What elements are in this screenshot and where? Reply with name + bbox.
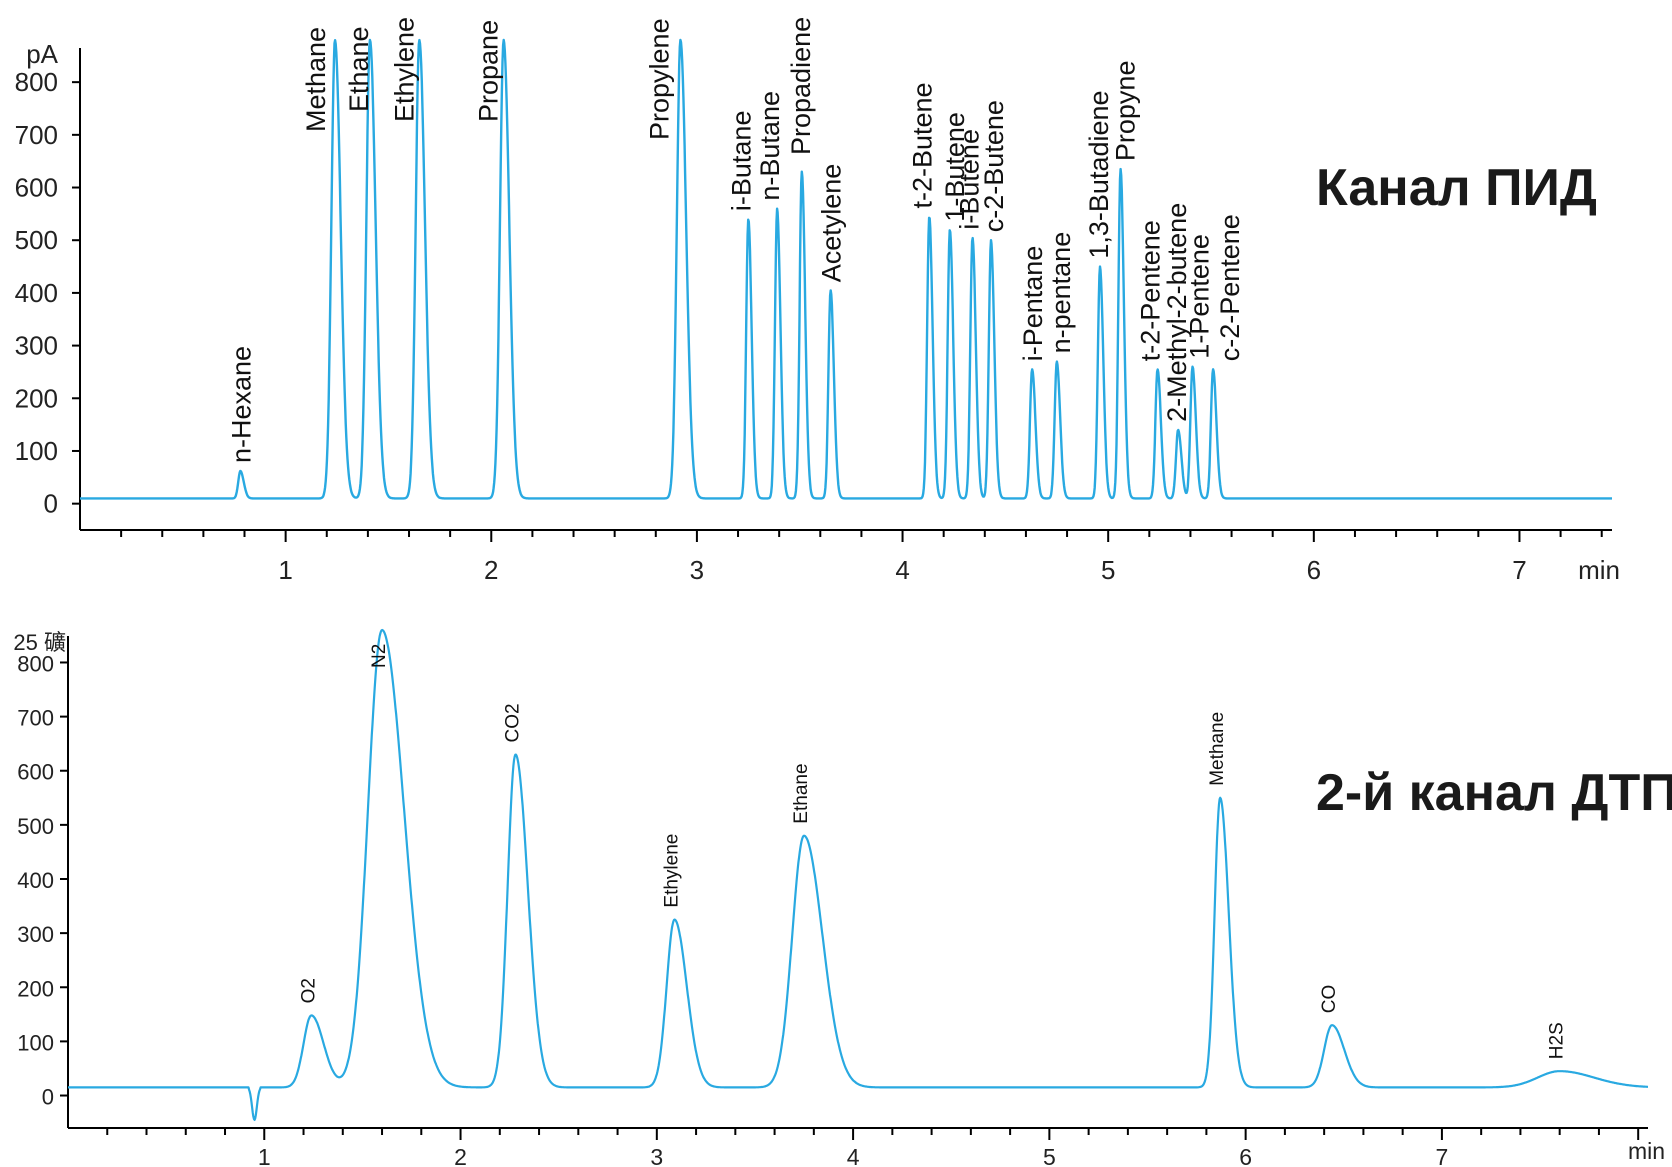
tcd-peak-labels: O2 N2 CO2 Ethylene Ethane Methane CO H2S — [298, 644, 1567, 1059]
tcd-peak-label: H2S — [1547, 1022, 1568, 1059]
fid-y-tick-label: 0 — [44, 489, 58, 519]
fid-peak-label: Propylene — [645, 18, 675, 140]
tcd-x-tick-label: 4 — [847, 1144, 860, 1167]
fid-peak-label: Ethane — [344, 26, 374, 112]
fid-y-unit: pA — [26, 39, 58, 69]
tcd-x-tick-label: 6 — [1239, 1144, 1252, 1167]
fid-peak-label: i-Butene — [955, 129, 985, 230]
tcd-panel: 0 100 200 300 400 500 600 700 800 1 2 3 4 5 6 7 25 礦 m… — [13, 628, 1672, 1167]
fid-y-ticks: 0 100 200 300 400 500 600 700 800 — [15, 67, 80, 519]
fid-peak-label: c-2-Pentene — [1215, 214, 1245, 361]
fid-peak-label: Acetylene — [817, 164, 847, 283]
tcd-x-tick-label: 2 — [454, 1144, 467, 1167]
fid-y-tick-label: 600 — [15, 173, 58, 203]
tcd-y-tick-label: 300 — [17, 922, 54, 947]
fid-y-tick-label: 800 — [15, 67, 58, 97]
fid-peak-label: Methane — [301, 27, 331, 132]
tcd-y-tick-label: 0 — [42, 1085, 54, 1110]
fid-y-tick-label: 500 — [15, 225, 58, 255]
fid-peak-label: Ethylene — [389, 17, 419, 122]
fid-trace-line — [79, 38, 1613, 500]
tcd-x-tick-label: 5 — [1043, 1144, 1056, 1167]
tcd-y-tick-label: 600 — [17, 760, 54, 785]
tcd-y-tick-label: 100 — [17, 1030, 54, 1055]
fid-peak-label: i-Pentane — [1018, 246, 1048, 362]
fid-peak-labels: n-Hexane Methane Ethane Ethylene Propane Prop… — [226, 17, 1245, 463]
fid-peak-label: Propadiene — [786, 17, 816, 155]
fid-peak-label: Propyne — [1111, 61, 1141, 162]
fid-peak-label: t-2-Butene — [907, 82, 937, 208]
tcd-y-tick-label: 500 — [17, 814, 54, 839]
fid-peak-label: n-Butane — [755, 91, 785, 201]
fid-x-tick-label: 2 — [484, 555, 498, 585]
tcd-trace-line — [67, 628, 1649, 1121]
fid-y-tick-label: 300 — [15, 331, 58, 361]
tcd-x-tick-label: 3 — [650, 1144, 663, 1167]
tcd-x-ticks: 1 2 3 4 5 6 7 — [106, 1128, 1640, 1167]
tcd-peak-label: O2 — [298, 978, 319, 1003]
fid-peak-label: c-2-Butene — [979, 100, 1009, 232]
tcd-peak-label: CO2 — [503, 703, 524, 742]
fid-y-tick-label: 200 — [15, 383, 58, 413]
fid-x-tick-label: 5 — [1101, 555, 1115, 585]
tcd-y-tick-label: 400 — [17, 868, 54, 893]
fid-peak-label: 1-Pentene — [1185, 234, 1215, 359]
tcd-y-tick-label: 700 — [17, 706, 54, 731]
tcd-peak-label: Methane — [1207, 712, 1228, 786]
tcd-y-ticks: 0 100 200 300 400 500 600 700 800 — [17, 651, 68, 1110]
fid-x-unit: min — [1578, 555, 1620, 585]
fid-peak-label: 1-Butene — [940, 112, 970, 222]
fid-peak-label: 2-Methyl-2-butene — [1162, 203, 1192, 422]
tcd-y-unit: 25 礦 — [13, 630, 66, 655]
tcd-peak-label: CO — [1319, 985, 1340, 1014]
fid-y-tick-label: 400 — [15, 278, 58, 308]
fid-x-tick-label: 1 — [278, 555, 292, 585]
fid-peak-label: Propane — [474, 20, 504, 122]
fid-x-ticks: 1 2 3 4 5 6 7 — [120, 530, 1603, 585]
tcd-x-tick-label: 1 — [258, 1144, 271, 1167]
fid-x-tick-label: 6 — [1307, 555, 1321, 585]
tcd-peak-label: N2 — [369, 644, 390, 668]
fid-y-tick-label: 700 — [15, 120, 58, 150]
fid-peak-label: n-Hexane — [226, 346, 256, 463]
tcd-y-tick-label: 200 — [17, 976, 54, 1001]
fid-peak-label: 1,3-Butadiene — [1084, 90, 1114, 258]
fid-peak-label: i-Butane — [726, 111, 756, 212]
tcd-peak-label: Ethylene — [662, 834, 683, 908]
tcd-x-tick-label: 7 — [1436, 1144, 1449, 1167]
fid-x-tick-label: 4 — [895, 555, 909, 585]
tcd-peak-label: Ethane — [791, 763, 812, 823]
fid-peak-label: t-2-Pentene — [1136, 220, 1166, 361]
fid-channel-title: Канал ПИД — [1316, 159, 1597, 217]
tcd-y-tick-label: 800 — [17, 651, 54, 676]
fid-x-tick-label: 3 — [690, 555, 704, 585]
tcd-channel-title: 2-й канал ДТП — [1316, 764, 1672, 822]
fid-panel: 0 100 200 300 400 500 600 700 800 1 2 3 4 5 6 7 pA min… — [15, 17, 1620, 585]
tcd-x-unit: min — [1628, 1138, 1665, 1164]
fid-y-tick-label: 100 — [15, 436, 58, 466]
fid-peak-label: n-pentane — [1046, 232, 1076, 354]
fid-x-tick-label: 7 — [1512, 555, 1526, 585]
